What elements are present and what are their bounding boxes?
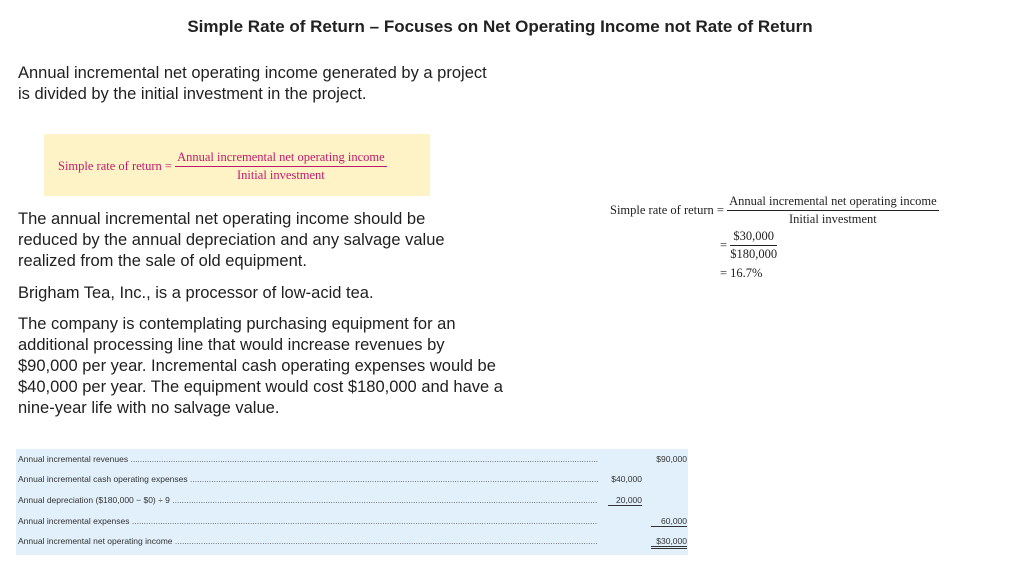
row-col1: 20,000 <box>608 495 642 506</box>
table-row: Annual depreciation ($180,000 − $0) ÷ 9 … <box>18 495 688 509</box>
formula-denominator: Initial investment <box>236 168 325 182</box>
calculation: Simple rate of return = Annual increment… <box>610 194 939 280</box>
table-row: Annual incremental revenues $90,000 <box>18 454 688 468</box>
calc-value-line: = $30,000 $180,000 <box>720 229 778 262</box>
calc-lhs: Simple rate of return = <box>610 203 724 217</box>
row-col2: $90,000 <box>656 454 687 464</box>
formula-numerator: Annual incremental net operating income <box>175 150 387 167</box>
formula: Simple rate of return = Annual increment… <box>58 150 387 183</box>
row-col1: $40,000 <box>611 474 642 484</box>
row-label: Annual incremental net operating income <box>18 536 598 546</box>
adjustment-paragraph: The annual incremental net operating inc… <box>18 210 445 270</box>
row-col2: 60,000 <box>651 516 687 527</box>
calc-result: = 16.7% <box>720 266 763 280</box>
row-label: Annual incremental revenues <box>18 454 598 464</box>
row-label: Annual incremental cash operating expens… <box>18 474 598 484</box>
calc-value-numerator: $30,000 <box>730 229 778 246</box>
calc-value-denominator: $180,000 <box>730 247 778 261</box>
formula-fraction: Annual incremental net operating income … <box>175 150 387 183</box>
calc-numerator: Annual incremental net operating income <box>727 194 939 211</box>
row-label: Annual depreciation ($180,000 − $0) ÷ 9 <box>18 495 598 505</box>
row-label: Annual incremental expenses <box>18 516 598 526</box>
table-row: Annual incremental expenses 60,000 <box>18 516 688 530</box>
calc-denominator: Initial investment <box>788 212 877 226</box>
company-paragraph: Brigham Tea, Inc., is a processor of low… <box>18 284 374 302</box>
formula-box: Simple rate of return = Annual increment… <box>44 134 430 196</box>
row-col2: $30,000 <box>651 536 687 549</box>
formula-lhs: Simple rate of return = <box>58 159 172 173</box>
calc-fraction: Annual incremental net operating income … <box>727 194 939 227</box>
definition-paragraph: Annual incremental net operating income … <box>18 64 487 103</box>
calc-value-fraction: $30,000 $180,000 <box>730 229 778 262</box>
calc-formula-line: Simple rate of return = Annual increment… <box>610 194 939 227</box>
scenario-paragraph: The company is contemplating purchasing … <box>18 315 503 417</box>
table-row: Annual incremental cash operating expens… <box>18 474 688 488</box>
income-table: Annual incremental revenues $90,000 Annu… <box>16 449 688 555</box>
table-row: Annual incremental net operating income … <box>18 536 688 550</box>
page-title: Simple Rate of Return – Focuses on Net O… <box>187 17 813 36</box>
calc-equals: = <box>720 238 728 252</box>
